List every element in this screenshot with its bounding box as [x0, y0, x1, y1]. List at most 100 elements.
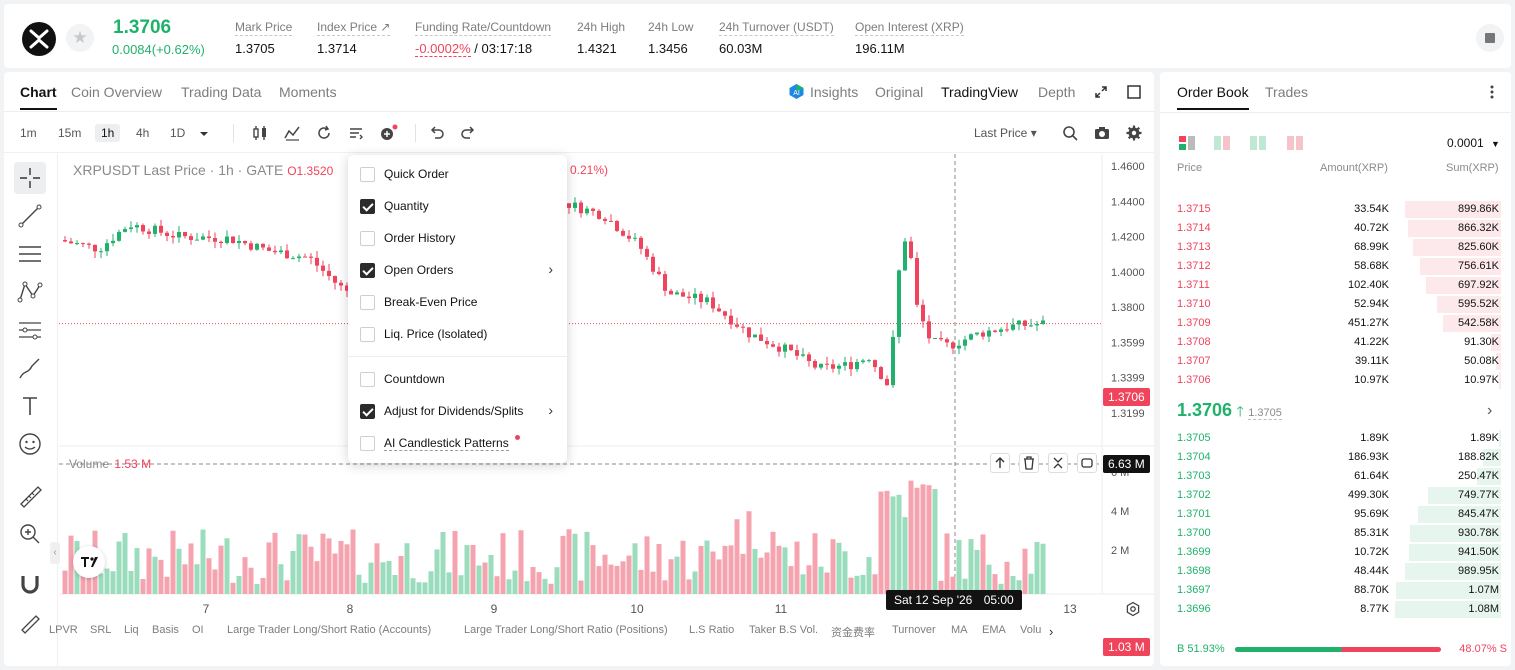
bid-row[interactable]: 1.3703 61.64K 250.47K [1160, 467, 1511, 486]
ask-row[interactable]: 1.3708 41.22K 91.30K [1160, 333, 1511, 352]
indicator-basis[interactable]: Basis [152, 624, 179, 636]
lock-drawings-tool-icon[interactable] [14, 606, 46, 638]
timeframe-15m[interactable]: 15m [58, 126, 82, 140]
indicator-ls-positions[interactable]: Large Trader Long/Short Ratio (Positions… [464, 624, 668, 636]
pane-collapse-icon[interactable] [1048, 453, 1068, 473]
menu-item-quick-order[interactable]: Quick Order [348, 158, 567, 190]
turnover-label[interactable]: 24h Turnover (USDT) [719, 20, 834, 36]
horizontal-lines-tool-icon[interactable] [14, 238, 46, 270]
precision-select[interactable]: 0.0001 ▼ [1447, 136, 1500, 150]
menu-item-adjust-dividends[interactable]: Adjust for Dividends/Splits › [348, 395, 567, 427]
timeframe-1h[interactable]: 1h [95, 124, 121, 142]
timeframe-4h[interactable]: 4h [136, 126, 150, 140]
bid-row[interactable]: 1.3699 10.72K 941.50K [1160, 543, 1511, 562]
menu-item-order-history[interactable]: Order History [348, 222, 567, 254]
search-icon[interactable] [1061, 124, 1079, 142]
bid-row[interactable]: 1.3698 48.44K 989.95K [1160, 562, 1511, 581]
checkbox[interactable] [360, 327, 375, 342]
checkbox-checked[interactable] [360, 199, 375, 214]
book-green-view-icon[interactable] [1249, 135, 1267, 151]
tradingview-logo-icon[interactable] [73, 546, 105, 578]
book-bids-view-icon[interactable] [1213, 135, 1231, 151]
tab-insights[interactable]: Insights [810, 84, 859, 100]
open-interest-label[interactable]: Open Interest (XRP) [855, 20, 964, 36]
menu-item-liq-price[interactable]: Liq. Price (Isolated) [348, 318, 567, 350]
redo-icon[interactable] [459, 124, 477, 142]
bid-row[interactable]: 1.3701 95.69K 845.47K [1160, 505, 1511, 524]
tab-trading-data[interactable]: Trading Data [181, 84, 262, 100]
ask-row[interactable]: 1.3706 10.97K 10.97K [1160, 371, 1511, 390]
chevron-right-icon[interactable]: › [1487, 402, 1493, 419]
bid-row[interactable]: 1.3697 88.70K 1.07M [1160, 581, 1511, 600]
guide-book-icon[interactable] [1476, 24, 1504, 52]
checkbox[interactable] [360, 372, 375, 387]
indicator-ls-ratio[interactable]: L.S Ratio [689, 624, 735, 636]
pane-maximize-icon[interactable] [1077, 453, 1097, 473]
mid-price-row[interactable]: 1.3706 🡑 1.3705 [1177, 400, 1282, 425]
indicator-funding-rate[interactable]: 资金费率 [831, 627, 875, 639]
emoji-tool-icon[interactable] [14, 428, 46, 460]
magnet-tool-icon[interactable] [14, 568, 46, 600]
menu-item-countdown[interactable]: Countdown [348, 363, 567, 395]
tab-original[interactable]: Original [875, 84, 924, 100]
ask-row[interactable]: 1.3710 52.94K 595.52K [1160, 295, 1511, 314]
gear-icon[interactable] [1125, 124, 1143, 142]
templates-icon[interactable] [347, 124, 365, 142]
compare-icon[interactable] [315, 124, 333, 142]
tab-depth[interactable]: Depth [1038, 84, 1076, 100]
timeframe-dropdown-icon[interactable] [195, 125, 213, 143]
indicator-ma[interactable]: MA [951, 624, 968, 636]
undo-icon[interactable] [428, 124, 446, 142]
ask-row[interactable]: 1.3713 68.99K 825.60K [1160, 238, 1511, 257]
bid-row[interactable]: 1.3700 85.31K 930.78K [1160, 524, 1511, 543]
ask-row[interactable]: 1.3707 39.11K 50.08K [1160, 352, 1511, 371]
candle-type-icon[interactable] [251, 124, 269, 142]
ask-row[interactable]: 1.3711 102.40K 697.92K [1160, 276, 1511, 295]
ask-row[interactable]: 1.3714 40.72K 866.32K [1160, 219, 1511, 238]
collapse-handle-icon[interactable]: ‹ [50, 542, 60, 564]
checkbox[interactable] [360, 167, 375, 182]
indicator-turnover[interactable]: Turnover [892, 624, 936, 636]
checkbox-checked[interactable] [360, 404, 375, 419]
pane-delete-icon[interactable] [1019, 453, 1039, 473]
indicators-scroll-right-icon[interactable]: › [1049, 624, 1054, 639]
tab-coin-overview[interactable]: Coin Overview [71, 84, 163, 100]
crosshair-tool-icon[interactable] [14, 162, 46, 194]
mark-price-label[interactable]: Mark Price [235, 20, 293, 36]
tab-trades[interactable]: Trades [1265, 84, 1309, 100]
indicators-icon[interactable] [283, 124, 301, 142]
indicator-oi[interactable]: OI [192, 624, 204, 636]
tab-chart[interactable]: Chart [20, 84, 57, 110]
checkbox-checked[interactable] [360, 263, 375, 278]
pattern-tool-icon[interactable] [14, 276, 46, 308]
bid-row[interactable]: 1.3696 8.77K 1.08M [1160, 600, 1511, 619]
bid-row[interactable]: 1.3702 499.30K 749.77K [1160, 486, 1511, 505]
menu-item-break-even[interactable]: Break-Even Price [348, 286, 567, 318]
indicator-taker-vol[interactable]: Taker B.S Vol. [749, 624, 819, 636]
expand-icon[interactable] [1093, 84, 1109, 100]
chart-settings-add-icon[interactable] [379, 124, 398, 142]
checkbox[interactable] [360, 436, 375, 451]
camera-icon[interactable] [1093, 124, 1111, 142]
text-tool-icon[interactable] [14, 390, 46, 422]
book-red-view-icon[interactable] [1286, 135, 1304, 151]
bid-row[interactable]: 1.3704 186.93K 188.82K [1160, 448, 1511, 467]
chart-plot-area[interactable]: 1.4600 1.4400 1.4200 1.4000 1.3800 1.3599 1.33… [59, 154, 1154, 666]
price-type-select[interactable]: Last Price ▾ [974, 126, 1037, 140]
zoom-in-tool-icon[interactable] [14, 518, 46, 550]
indicator-lpvr[interactable]: LPVR [49, 624, 78, 636]
tab-moments[interactable]: Moments [279, 84, 337, 100]
indicator-ls-accounts[interactable]: Large Trader Long/Short Ratio (Accounts) [227, 624, 432, 636]
checkbox[interactable] [360, 231, 375, 246]
tab-tradingview[interactable]: TradingView [941, 84, 1019, 100]
indicator-ema[interactable]: EMA [982, 624, 1006, 636]
indicator-volume[interactable]: Volu [1020, 624, 1042, 636]
timeframe-1m[interactable]: 1m [20, 126, 37, 140]
ask-row[interactable]: 1.3715 33.54K 899.86K [1160, 200, 1511, 219]
tab-order-book[interactable]: Order Book [1177, 84, 1249, 110]
index-price-label[interactable]: Index Price ↗ [317, 20, 391, 36]
menu-item-open-orders[interactable]: Open Orders › [348, 254, 567, 286]
indicator-liq[interactable]: Liq [124, 624, 139, 636]
menu-item-quantity[interactable]: Quantity [348, 190, 567, 222]
funding-rate-label[interactable]: Funding Rate/Countdown [415, 20, 552, 36]
